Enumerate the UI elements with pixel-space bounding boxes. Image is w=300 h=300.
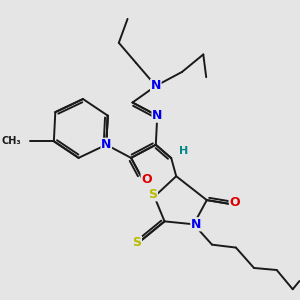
Text: S: S bbox=[148, 188, 158, 201]
Text: N: N bbox=[191, 218, 201, 231]
Text: S: S bbox=[132, 236, 141, 249]
Text: CH₃: CH₃ bbox=[2, 136, 22, 146]
Text: H: H bbox=[179, 146, 188, 157]
Text: O: O bbox=[141, 172, 152, 186]
Text: N: N bbox=[151, 80, 161, 92]
Text: O: O bbox=[230, 196, 240, 209]
Text: N: N bbox=[101, 138, 112, 151]
Text: N: N bbox=[152, 109, 163, 122]
